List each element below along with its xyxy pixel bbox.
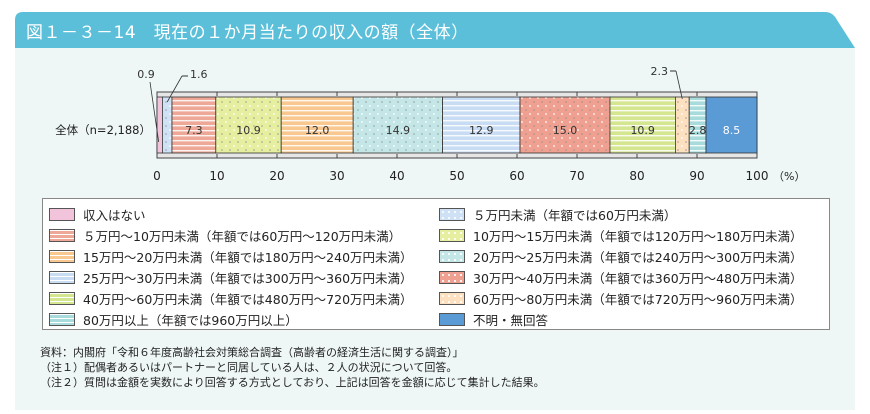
legend-swatch <box>439 250 465 263</box>
bar-segment <box>609 96 676 154</box>
bar-segment <box>519 96 611 154</box>
leader-line <box>149 81 160 143</box>
legend-label: ５万円未満（年額では60万円未満） <box>473 208 677 223</box>
stacked-bar-chart: 0 10 20 30 40 50 60 70 80 90 100 （%） 全体（n=2,188） 0.9 1… <box>55 65 805 183</box>
data-label: 7.3 <box>185 124 203 137</box>
legend-label: 80万円以上（年額では960万円以上） <box>83 313 298 328</box>
legend-item: ５万円未満（年額では60万円未満） <box>439 205 676 224</box>
legend-label: ５万円～10万円未満（年額では60万円～120万円未満） <box>83 229 402 244</box>
x-tick-label: 90 <box>689 169 704 183</box>
x-tick-label: 60 <box>509 169 524 183</box>
x-unit-label: （%） <box>773 170 805 183</box>
data-label: 14.9 <box>386 124 411 137</box>
legend-item: 25万円～30万円未満（年額では300万円～360万円未満） <box>49 268 413 287</box>
data-label: 12.0 <box>305 124 330 137</box>
legend-label: 15万円～20万円未満（年額では180万円～240万円未満） <box>83 250 413 265</box>
bar-segment <box>675 96 690 154</box>
x-tick-label: 30 <box>329 169 344 183</box>
bar-segment <box>171 96 217 154</box>
legend-item: 60万円～80万円未満（年額では720万円～960万円未満） <box>439 289 803 308</box>
data-label: 10.9 <box>630 124 655 137</box>
legend-item: 収入はない <box>49 205 146 224</box>
legend-label: 25万円～30万円未満（年額では300万円～360万円未満） <box>83 271 413 286</box>
legend-label: 60万円～80万円未満（年額では720万円～960万円未満） <box>473 292 803 307</box>
x-tick-label: 0 <box>153 169 161 183</box>
legend-label: 10万円～15万円未満（年額では120万円～180万円未満） <box>473 229 803 244</box>
legend-item: 15万円～20万円未満（年額では180万円～240万円未満） <box>49 247 413 266</box>
x-tick-label: 20 <box>269 169 284 183</box>
legend-label: 40万円～60万円未満（年額では480万円～720万円未満） <box>83 292 413 307</box>
bar-segment <box>280 96 354 154</box>
legend-item: 30万円～40万円未満（年額では360万円～480万円未満） <box>439 268 803 287</box>
x-tick-label: 40 <box>389 169 404 183</box>
bar-segment <box>161 96 173 154</box>
data-label: 1.6 <box>190 68 208 81</box>
legend-item: 40万円～60万円未満（年額では480万円～720万円未満） <box>49 289 413 308</box>
note-2: （注２）質問は金額を実数により回答する方式としており、上記は回答を金額に応じて集… <box>40 376 545 389</box>
title-bar <box>15 12 855 48</box>
legend-label: 30万円～40万円未満（年額では360万円～480万円未満） <box>473 271 803 286</box>
data-label: 0.9 <box>137 68 155 81</box>
legend-swatch <box>439 313 465 326</box>
source-note: 資料：内閣府「令和６年度高齢社会対策総合調査（高齢者の経済生活に関する調査）」 <box>40 346 464 359</box>
legend-item: 不明・無回答 <box>439 310 548 329</box>
x-tick-label: 50 <box>449 169 464 183</box>
legend-label: 不明・無回答 <box>473 313 549 328</box>
data-label: 12.9 <box>469 124 494 137</box>
legend-swatch <box>49 250 75 263</box>
leader-line <box>675 70 683 100</box>
x-tick-label: 100 <box>746 169 769 183</box>
legend-swatch <box>439 271 465 284</box>
legend-swatch <box>49 292 75 305</box>
legend: 収入はない ５万円未満（年額では60万円未満） ５万円～10万円未満（年額では60万… <box>42 198 830 330</box>
category-label: 全体（n=2,188） <box>55 123 151 137</box>
x-tick-label: 80 <box>629 169 644 183</box>
bar-segment <box>442 96 521 154</box>
data-label: 2.3 <box>651 65 669 78</box>
legend-item: 80万円以上（年額では960万円以上） <box>49 310 298 329</box>
bar-segment <box>352 96 444 154</box>
legend-swatch <box>49 208 75 221</box>
figure-title: 図１－３－14 現在の１か月当たりの収入の額（全体） <box>26 23 469 43</box>
bar-segment <box>215 96 282 154</box>
data-label: 10.9 <box>236 124 261 137</box>
legend-swatch <box>49 271 75 284</box>
legend-item: 20万円～25万円未満（年額では240万円～300万円未満） <box>439 247 803 266</box>
legend-swatch <box>439 292 465 305</box>
legend-swatch <box>49 313 75 326</box>
bar-segment <box>156 96 163 154</box>
data-label: 8.5 <box>723 124 741 137</box>
x-tick-label: 10 <box>209 169 224 183</box>
data-label: 15.0 <box>553 124 578 137</box>
note-1: （注１）配偶者あるいはパートナーと同居している人は、２人の状況について回答。 <box>40 361 458 374</box>
x-tick-label: 70 <box>569 169 584 183</box>
legend-label: 収入はない <box>83 208 146 223</box>
legend-swatch <box>49 229 75 242</box>
legend-label: 20万円～25万円未満（年額では240万円～300万円未満） <box>473 250 803 265</box>
legend-swatch <box>439 229 465 242</box>
notes: 資料：内閣府「令和６年度高齢社会対策総合調査（高齢者の経済生活に関する調査）」 … <box>40 345 545 390</box>
legend-item: 10万円～15万円未満（年額では120万円～180万円未満） <box>439 226 803 245</box>
bar-segment <box>705 96 758 154</box>
data-label: 2.8 <box>689 124 707 137</box>
legend-swatch <box>439 208 465 221</box>
leader-line <box>166 75 183 103</box>
legend-item: ５万円～10万円未満（年額では60万円～120万円未満） <box>49 226 401 245</box>
